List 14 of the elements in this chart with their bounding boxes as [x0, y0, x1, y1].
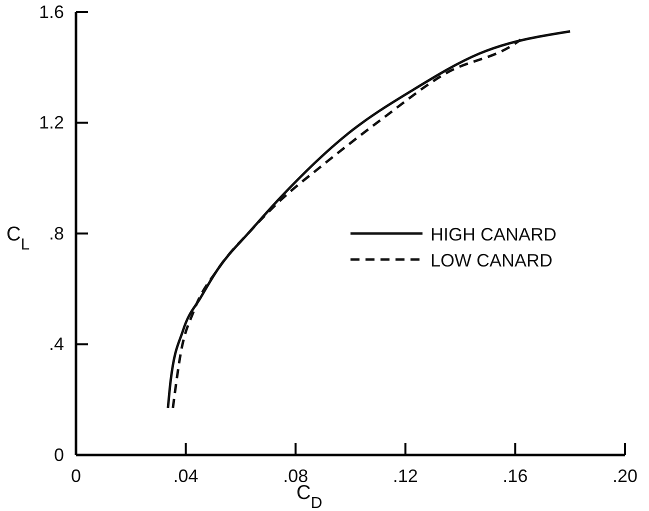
- y-axis-title: C$_{L}$: [6, 224, 30, 253]
- y-tick-label: 0: [54, 444, 64, 465]
- y-tick-label: 1.6: [38, 2, 64, 22]
- x-tick-label: 0: [70, 466, 82, 486]
- legend-label: LOW CANARD: [430, 250, 553, 270]
- y-tick-label: .8: [48, 223, 64, 244]
- x-tick-label: .20: [612, 466, 638, 486]
- y-tick-label: .4: [48, 334, 64, 354]
- x-tick-label: .12: [392, 466, 418, 486]
- legend-label: HIGH CANARD: [430, 224, 557, 244]
- line-series: [166, 30, 572, 410]
- y-tick-label: 1.2: [38, 112, 64, 133]
- x-tick-label: .16: [502, 466, 528, 486]
- x-tick-label: .04: [173, 466, 198, 486]
